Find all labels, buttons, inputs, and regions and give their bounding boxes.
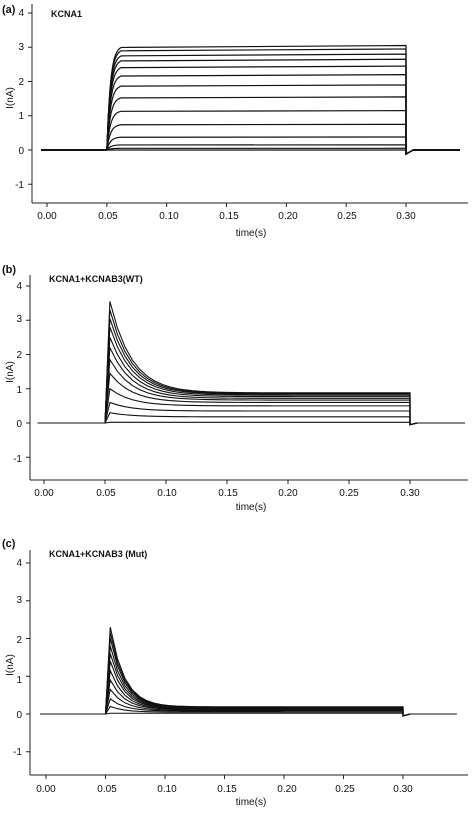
- x-tick-label: 0.00: [36, 784, 56, 795]
- plot-area: [28, 4, 468, 207]
- x-tick-label: 0.30: [393, 784, 413, 795]
- y-tick-label: 2: [18, 77, 24, 88]
- current-trace: [41, 44, 460, 156]
- y-tick-label: 4: [16, 281, 22, 292]
- y-axis-label: I(nA): [5, 361, 16, 383]
- current-trace: [37, 326, 465, 426]
- current-trace: [37, 301, 465, 426]
- x-tick-label: 0.30: [400, 488, 420, 499]
- x-tick-label: 0.00: [37, 211, 57, 222]
- x-tick-label: 0.05: [97, 784, 117, 795]
- x-tick-label: 0.00: [34, 488, 54, 499]
- panel-c: (c) KCNA1+KCNAB3 (Mut) I(nA) time(s) 0.0…: [2, 538, 468, 808]
- current-trace: [37, 345, 465, 426]
- y-tick-label: -1: [13, 454, 22, 465]
- current-trace: [41, 58, 460, 156]
- x-tick-label: 0.20: [278, 488, 298, 499]
- current-trace: [41, 74, 460, 156]
- x-tick-label: 0.10: [157, 784, 177, 795]
- x-tick-label: 0.30: [396, 211, 416, 222]
- chart-title: KCNA1: [51, 9, 82, 19]
- x-tick-label: 0.15: [219, 211, 239, 222]
- y-axis-label: I(nA): [5, 654, 16, 676]
- y-tick-label: 3: [18, 42, 24, 53]
- plot-area: [26, 275, 468, 484]
- y-tick-label: -1: [13, 747, 22, 758]
- current-trace: [37, 309, 465, 426]
- current-trace: [41, 110, 460, 156]
- current-trace: [40, 632, 457, 717]
- current-trace: [40, 688, 457, 717]
- current-trace: [37, 357, 465, 426]
- panel-label: (a): [2, 4, 16, 16]
- current-trace: [40, 712, 457, 717]
- panel-label: (b): [2, 264, 16, 276]
- current-trace: [37, 318, 465, 426]
- panel-b: (b) KCNA1+KCNAB3(WT) I(nA) time(s) 0.00 …: [2, 264, 468, 513]
- y-tick-label: 1: [18, 111, 24, 122]
- current-trace: [41, 48, 460, 156]
- panel-label: (c): [2, 538, 16, 550]
- current-trace: [41, 147, 460, 156]
- y-tick-label: 1: [16, 675, 22, 686]
- current-trace: [40, 705, 457, 717]
- y-tick-label: -1: [15, 180, 24, 191]
- current-trace: [41, 136, 460, 156]
- y-tick-label: 1: [16, 385, 22, 396]
- current-trace: [37, 421, 465, 426]
- chart-title: KCNA1+KCNAB3 (Mut): [49, 549, 147, 559]
- y-tick-label: 3: [16, 595, 22, 606]
- y-tick-label: 2: [16, 350, 22, 361]
- current-trace: [37, 401, 465, 426]
- current-trace: [37, 337, 465, 426]
- current-trace: [41, 149, 460, 156]
- chart-title: KCNA1+KCNAB3(WT): [49, 274, 143, 284]
- current-trace: [41, 53, 460, 156]
- y-tick-label: 0: [16, 710, 22, 721]
- current-trace: [40, 627, 457, 717]
- x-tick-label: 0.05: [98, 211, 118, 222]
- x-tick-label: 0.25: [335, 784, 355, 795]
- x-axis-label: time(s): [236, 502, 267, 513]
- x-axis-label: time(s): [236, 228, 267, 239]
- x-tick-label: 0.25: [337, 211, 357, 222]
- x-tick-label: 0.15: [218, 488, 238, 499]
- x-tick-label: 0.15: [217, 784, 237, 795]
- x-tick-label: 0.10: [159, 211, 179, 222]
- x-tick-label: 0.20: [277, 784, 297, 795]
- current-trace: [37, 372, 465, 426]
- x-tick-label: 0.05: [96, 488, 116, 499]
- x-tick-label: 0.25: [339, 488, 359, 499]
- x-tick-label: 0.20: [278, 211, 298, 222]
- y-tick-label: 4: [18, 8, 24, 19]
- y-tick-label: 3: [16, 314, 22, 325]
- y-tick-label: 0: [16, 419, 22, 430]
- plot-area: [26, 550, 468, 779]
- y-tick-label: 2: [16, 635, 22, 646]
- current-trace: [40, 645, 457, 717]
- x-tick-label: 0.10: [157, 488, 177, 499]
- panel-a: (a) KCNA1 I(nA) time(s) 0.00 0.05 0.10 0…: [2, 4, 468, 239]
- y-axis-label: I(nA): [5, 87, 16, 109]
- x-axis-label: time(s): [236, 797, 267, 808]
- current-trace: [41, 84, 460, 156]
- current-trace: [41, 96, 460, 156]
- y-tick-label: 4: [16, 558, 22, 569]
- current-trace: [37, 387, 465, 426]
- current-trace: [40, 698, 457, 717]
- y-tick-label: 0: [18, 146, 24, 157]
- current-trace: [40, 638, 457, 717]
- current-trace: [37, 412, 465, 426]
